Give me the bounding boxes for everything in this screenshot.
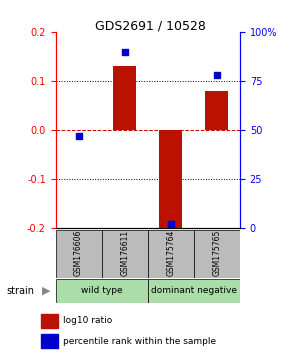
Bar	[194, 230, 240, 278]
Bar	[41, 335, 58, 348]
Text: wild type: wild type	[81, 286, 122, 295]
Text: GSM176606: GSM176606	[74, 230, 83, 276]
Text: GSM175764: GSM175764	[166, 230, 175, 276]
Bar	[102, 230, 148, 278]
Point	[122, 48, 127, 54]
Bar	[41, 314, 58, 327]
Text: strain: strain	[6, 286, 34, 296]
Text: dominant negative: dominant negative	[151, 286, 237, 295]
Bar	[56, 279, 148, 303]
Text: GSM175765: GSM175765	[212, 230, 221, 276]
Text: GDS2691 / 10528: GDS2691 / 10528	[94, 19, 206, 33]
Text: GSM176611: GSM176611	[120, 230, 129, 276]
Bar	[113, 66, 136, 130]
Point	[76, 133, 81, 139]
Bar	[159, 130, 182, 228]
Text: ▶: ▶	[42, 286, 51, 296]
Bar	[148, 230, 194, 278]
Point	[168, 222, 173, 227]
Point	[214, 72, 219, 78]
Bar	[148, 279, 240, 303]
Text: log10 ratio: log10 ratio	[63, 316, 112, 325]
Bar	[56, 230, 102, 278]
Bar	[206, 91, 229, 130]
Text: percentile rank within the sample: percentile rank within the sample	[63, 337, 216, 346]
